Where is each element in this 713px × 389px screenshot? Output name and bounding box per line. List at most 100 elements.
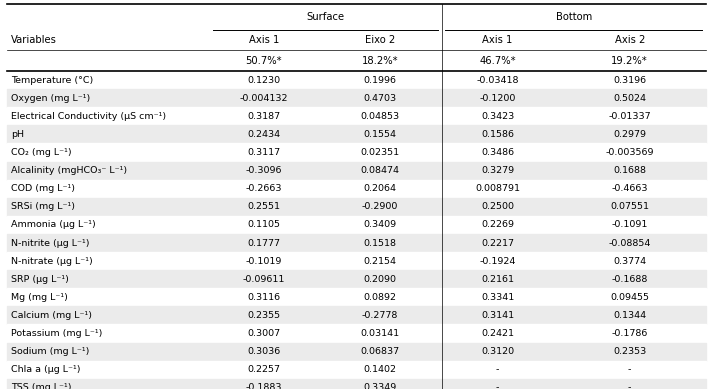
Text: 0.2257: 0.2257 [247,365,280,374]
Text: -0.08854: -0.08854 [608,238,651,247]
Text: 0.1344: 0.1344 [613,311,646,320]
Text: Variables: Variables [11,35,57,45]
Text: -0.1786: -0.1786 [612,329,648,338]
Text: -0.4663: -0.4663 [612,184,648,193]
Text: -0.3096: -0.3096 [246,166,282,175]
Text: 0.3341: 0.3341 [481,293,514,302]
Text: 0.2353: 0.2353 [613,347,646,356]
Bar [7,361,706,379]
Text: 0.3036: 0.3036 [247,347,280,356]
Text: -0.1019: -0.1019 [246,257,282,266]
Text: -0.09611: -0.09611 [242,275,285,284]
Text: 46.7%*: 46.7%* [479,56,516,66]
Bar [7,198,706,216]
Text: Oxygen (mg L⁻¹): Oxygen (mg L⁻¹) [11,94,91,103]
Text: 0.2421: 0.2421 [481,329,514,338]
Text: TSS (mg L⁻¹): TSS (mg L⁻¹) [11,384,72,389]
Text: COD (mg L⁻¹): COD (mg L⁻¹) [11,184,76,193]
Text: -: - [496,365,499,374]
Text: 0.0892: 0.0892 [364,293,396,302]
Text: 0.3187: 0.3187 [247,112,280,121]
Text: Potassium (mg L⁻¹): Potassium (mg L⁻¹) [11,329,103,338]
Text: 0.008791: 0.008791 [475,184,520,193]
Text: 0.1402: 0.1402 [364,365,396,374]
Text: -: - [628,384,632,389]
Text: 0.3349: 0.3349 [364,384,396,389]
Text: 0.2090: 0.2090 [364,275,396,284]
Text: Ammonia (μg L⁻¹): Ammonia (μg L⁻¹) [11,221,96,230]
Bar [7,234,706,252]
Bar [7,180,706,198]
Text: 0.3423: 0.3423 [481,112,514,121]
Text: 0.06837: 0.06837 [360,347,399,356]
Text: 0.3409: 0.3409 [364,221,396,230]
Text: 0.3486: 0.3486 [481,148,514,157]
Text: 0.04853: 0.04853 [360,112,399,121]
Text: 0.2161: 0.2161 [481,275,514,284]
Text: Alcalinity (mgHCO₃⁻ L⁻¹): Alcalinity (mgHCO₃⁻ L⁻¹) [11,166,128,175]
Text: 0.3196: 0.3196 [613,75,646,84]
Text: 18.2%*: 18.2%* [361,56,399,66]
Text: Axis 1: Axis 1 [483,35,513,45]
Text: 0.1777: 0.1777 [247,238,280,247]
Bar [7,324,706,343]
Text: Mg (mg L⁻¹): Mg (mg L⁻¹) [11,293,68,302]
Text: -0.004132: -0.004132 [240,94,288,103]
Text: 0.3120: 0.3120 [481,347,514,356]
Text: -: - [496,384,499,389]
Text: 0.2551: 0.2551 [247,202,280,211]
Text: CO₂ (mg L⁻¹): CO₂ (mg L⁻¹) [11,148,72,157]
Text: 0.1688: 0.1688 [613,166,646,175]
Text: SRSi (mg L⁻¹): SRSi (mg L⁻¹) [11,202,76,211]
Text: -0.2663: -0.2663 [246,184,282,193]
Text: Axis 2: Axis 2 [615,35,645,45]
Bar [7,144,706,161]
Bar [7,71,706,89]
Text: Axis 1: Axis 1 [249,35,279,45]
Text: 0.1554: 0.1554 [364,130,396,139]
Text: 19.2%*: 19.2%* [611,56,648,66]
Bar [7,89,706,107]
Text: 0.3141: 0.3141 [481,311,514,320]
Bar [7,252,706,270]
Text: pH: pH [11,130,24,139]
Text: -0.01337: -0.01337 [608,112,651,121]
Text: -0.003569: -0.003569 [605,148,654,157]
Text: 0.5024: 0.5024 [613,94,646,103]
Bar [7,4,706,71]
Text: Chla a (μg L⁻¹): Chla a (μg L⁻¹) [11,365,81,374]
Bar [7,288,706,307]
Bar [7,107,706,125]
Text: 0.2355: 0.2355 [247,311,280,320]
Text: -0.1091: -0.1091 [612,221,648,230]
Text: Eixo 2: Eixo 2 [365,35,395,45]
Text: -0.03418: -0.03418 [476,75,519,84]
Text: 0.3007: 0.3007 [247,329,280,338]
Text: -0.2778: -0.2778 [361,311,398,320]
Text: 0.07551: 0.07551 [610,202,650,211]
Text: -0.1924: -0.1924 [479,257,515,266]
Bar [7,125,706,144]
Text: Electrical Conductivity (μS cm⁻¹): Electrical Conductivity (μS cm⁻¹) [11,112,166,121]
Text: 0.1105: 0.1105 [247,221,280,230]
Text: -0.1883: -0.1883 [246,384,282,389]
Text: 0.4703: 0.4703 [364,94,396,103]
Text: 0.09455: 0.09455 [610,293,650,302]
Text: 0.03141: 0.03141 [360,329,399,338]
Text: Calcium (mg L⁻¹): Calcium (mg L⁻¹) [11,311,92,320]
Text: 0.1586: 0.1586 [481,130,514,139]
Text: N-nitrate (μg L⁻¹): N-nitrate (μg L⁻¹) [11,257,93,266]
Text: Surface: Surface [307,12,345,22]
Bar [7,216,706,234]
Text: 0.2217: 0.2217 [481,238,514,247]
Text: -0.1200: -0.1200 [479,94,515,103]
Text: Bottom: Bottom [555,12,592,22]
Bar [7,307,706,324]
Bar [7,379,706,389]
Text: 0.3116: 0.3116 [247,293,280,302]
Text: 0.2979: 0.2979 [613,130,646,139]
Text: 0.2154: 0.2154 [364,257,396,266]
Text: 0.2500: 0.2500 [481,202,514,211]
Text: -0.1688: -0.1688 [612,275,648,284]
Text: 0.2269: 0.2269 [481,221,514,230]
